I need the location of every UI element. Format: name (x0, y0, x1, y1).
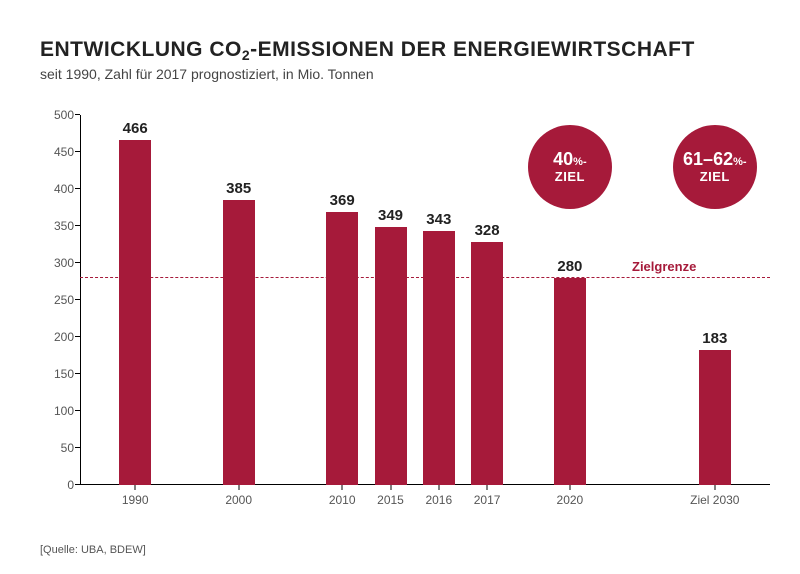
bar: 343 (423, 231, 455, 485)
y-tick-mark (75, 336, 80, 337)
y-tick-label: 100 (40, 404, 74, 418)
x-tick-mark (714, 485, 715, 490)
y-tick-mark (75, 225, 80, 226)
x-tick-label: 2020 (557, 493, 584, 507)
y-tick-label: 50 (40, 441, 74, 455)
y-tick-label: 200 (40, 330, 74, 344)
bar-value-label: 280 (554, 258, 586, 275)
y-tick-label: 300 (40, 256, 74, 270)
y-tick-label: 350 (40, 219, 74, 233)
chart-subtitle: seit 1990, Zahl für 2017 prognostiziert,… (40, 66, 374, 82)
bar: 369 (326, 212, 358, 485)
y-tick-label: 0 (40, 478, 74, 492)
bar: 280 (554, 278, 586, 485)
bar: 385 (223, 200, 255, 485)
title-post: -EMISSIONEN DER ENERGIEWIRTSCHAFT (250, 38, 695, 61)
x-tick-mark (487, 485, 488, 490)
y-axis-line (80, 115, 81, 485)
y-tick-mark (75, 410, 80, 411)
x-tick-label: 2017 (474, 493, 501, 507)
x-tick-mark (390, 485, 391, 490)
chart-area: 050100150200250300350400450500Zielgrenze… (40, 115, 770, 515)
y-tick-mark (75, 299, 80, 300)
bar-value-label: 183 (699, 330, 731, 347)
y-tick-mark (75, 262, 80, 263)
x-tick-label: 2000 (225, 493, 252, 507)
badge-pct: 40 (553, 149, 573, 169)
badge-label: ZIEL (555, 170, 585, 184)
bar: 466 (119, 140, 151, 485)
x-tick-label: 2010 (329, 493, 356, 507)
y-tick-label: 400 (40, 182, 74, 196)
y-tick-mark (75, 114, 80, 115)
bar: 349 (375, 227, 407, 485)
title-pre: ENTWICKLUNG CO (40, 38, 242, 61)
bar-value-label: 349 (375, 207, 407, 224)
y-tick-mark (75, 484, 80, 485)
target-badge: 61–62%-ZIEL (673, 125, 757, 209)
bar-value-label: 466 (119, 120, 151, 137)
chart-title: ENTWICKLUNG CO2-EMISSIONEN DER ENERGIEWI… (40, 38, 695, 62)
bar-value-label: 385 (223, 180, 255, 197)
y-tick-mark (75, 188, 80, 189)
y-tick-label: 250 (40, 293, 74, 307)
x-tick-mark (569, 485, 570, 490)
y-tick-mark (75, 151, 80, 152)
source-text: [Quelle: UBA, BDEW] (40, 544, 146, 556)
x-tick-label: Ziel 2030 (690, 493, 739, 507)
badge-pct-suffix: %- (573, 156, 586, 168)
x-tick-mark (238, 485, 239, 490)
y-tick-mark (75, 447, 80, 448)
title-sub: 2 (242, 47, 250, 63)
x-tick-label: 2015 (377, 493, 404, 507)
x-tick-mark (135, 485, 136, 490)
bar-value-label: 343 (423, 211, 455, 228)
target-badge: 40%- ZIEL (528, 125, 612, 209)
x-tick-label: 1990 (122, 493, 149, 507)
y-tick-label: 450 (40, 145, 74, 159)
bar: 183 (699, 350, 731, 485)
y-tick-mark (75, 373, 80, 374)
bar-value-label: 328 (471, 222, 503, 239)
badge-pct-suffix: %- (733, 156, 746, 168)
x-tick-mark (438, 485, 439, 490)
x-tick-label: 2016 (425, 493, 452, 507)
x-tick-mark (342, 485, 343, 490)
plot-area: 050100150200250300350400450500Zielgrenze… (80, 115, 770, 485)
y-tick-label: 500 (40, 108, 74, 122)
y-tick-label: 150 (40, 367, 74, 381)
target-line-label: Zielgrenze (632, 259, 696, 274)
badge-pct: 61–62 (683, 149, 733, 169)
badge-label: ZIEL (700, 170, 730, 184)
bar-value-label: 369 (326, 192, 358, 209)
bar: 328 (471, 242, 503, 485)
